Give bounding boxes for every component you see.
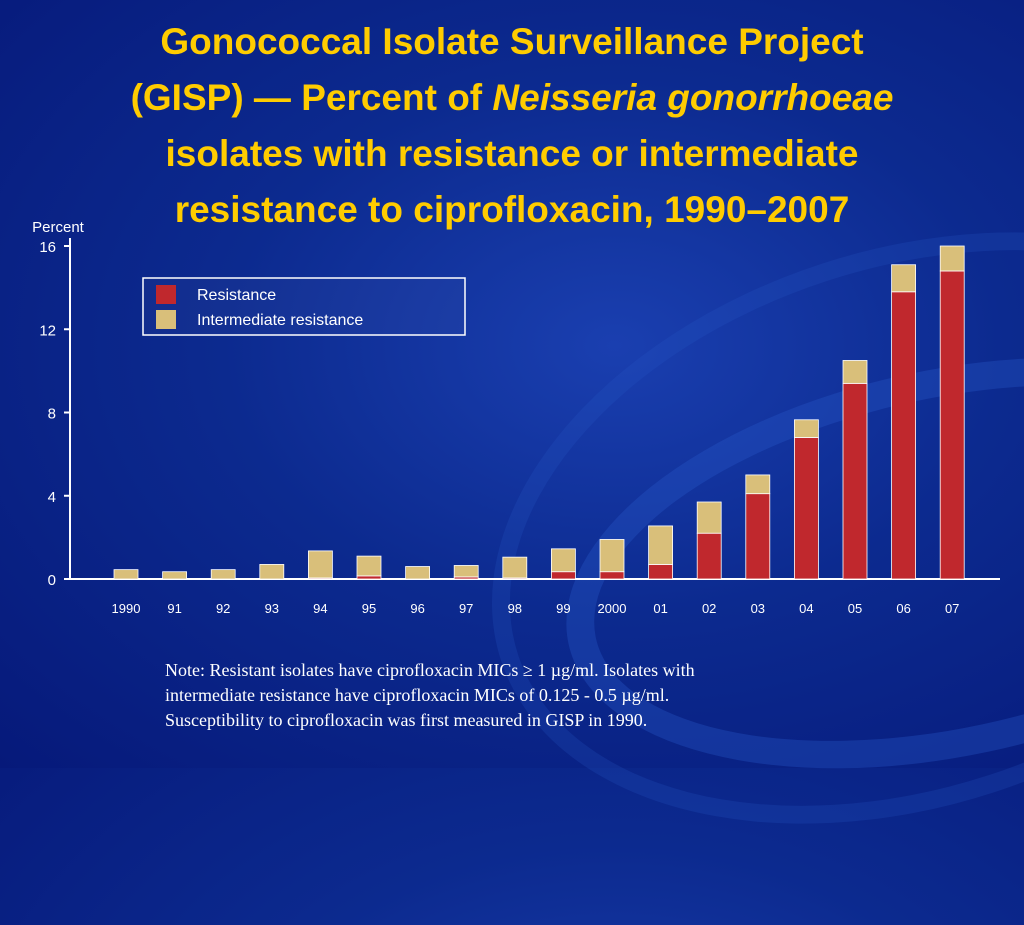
- slide-title: Gonococcal Isolate Surveillance Project …: [0, 14, 1024, 238]
- title-species-name: Neisseria gonorrhoeae: [492, 77, 894, 118]
- bar-intermediate: [307, 550, 333, 579]
- x-tick-label: 96: [410, 601, 424, 616]
- y-tick-label: 4: [48, 489, 56, 506]
- y-tick-label: 0: [48, 572, 56, 589]
- bar-resistance: [648, 564, 673, 580]
- legend-label: Intermediate resistance: [197, 312, 363, 329]
- footnote-line: intermediate resistance have ciprofloxac…: [165, 685, 670, 705]
- x-tick-label: 05: [848, 601, 862, 616]
- bar-intermediate: [891, 264, 916, 293]
- title-line: resistance to ciprofloxacin, 1990–2007: [174, 189, 850, 230]
- bar-intermediate: [794, 419, 819, 438]
- y-tick-label: 8: [48, 406, 56, 423]
- x-tick-label: 03: [751, 601, 765, 616]
- bar-intermediate: [259, 564, 285, 580]
- x-tick-label: 1990: [112, 601, 141, 616]
- footnote-line: Susceptibility to ciprofloxacin was firs…: [165, 710, 648, 730]
- bar-resistance: [794, 437, 819, 580]
- bar-intermediate: [842, 360, 868, 384]
- footnote: Note: Resistant isolates have ciprofloxa…: [165, 658, 905, 733]
- x-tick-label: 93: [265, 601, 279, 616]
- bar-resistance: [842, 382, 868, 580]
- bar-intermediate: [745, 474, 771, 495]
- x-tick-label: 97: [459, 601, 473, 616]
- bar-intermediate: [939, 245, 965, 272]
- x-tick-label: 07: [945, 601, 959, 616]
- bar-intermediate: [502, 556, 528, 579]
- bar-resistance: [356, 575, 382, 580]
- x-tick-label: 94: [313, 601, 327, 616]
- footnote-line: Note: Resistant isolates have ciprofloxa…: [165, 660, 695, 680]
- bar-resistance: [551, 571, 576, 580]
- bar-intermediate: [453, 565, 479, 578]
- legend-label: Resistance: [197, 287, 276, 304]
- bar-intermediate: [210, 569, 236, 580]
- bar-resistance: [745, 493, 771, 580]
- x-tick-label: 98: [508, 601, 522, 616]
- bar-intermediate: [405, 566, 431, 580]
- legend-swatch: [156, 310, 176, 329]
- bar-resistance: [891, 291, 916, 580]
- y-axis-label: Percent: [32, 219, 85, 236]
- bar-intermediate: [162, 571, 188, 580]
- x-tick-label: 02: [702, 601, 716, 616]
- x-tick-label: 04: [799, 601, 813, 616]
- x-tick-label: 06: [896, 601, 910, 616]
- bar-intermediate: [356, 555, 382, 577]
- title-line: isolates with resistance or intermediate: [165, 133, 859, 174]
- bar-resistance: [939, 270, 965, 580]
- bar-intermediate: [648, 525, 673, 565]
- bar-resistance: [599, 571, 625, 580]
- bar-resistance: [696, 532, 722, 580]
- legend-swatch: [156, 285, 176, 304]
- title-line: (GISP) — Percent of Neisseria gonorrhoea…: [0, 70, 1024, 126]
- x-tick-label: 91: [167, 601, 181, 616]
- y-tick-label: 16: [39, 239, 56, 256]
- x-tick-label: 99: [556, 601, 570, 616]
- title-line: Gonococcal Isolate Surveillance Project: [160, 21, 864, 62]
- title-text: (GISP) — Percent of: [130, 77, 493, 118]
- legend-box: [142, 277, 466, 336]
- x-tick-label: 95: [362, 601, 376, 616]
- y-tick-label: 12: [39, 322, 56, 339]
- bar-intermediate: [696, 501, 722, 534]
- x-tick-label: 2000: [598, 601, 627, 616]
- x-tick-label: 92: [216, 601, 230, 616]
- bar-intermediate: [551, 548, 576, 573]
- bar-intermediate: [113, 569, 139, 580]
- bar-intermediate: [599, 539, 625, 573]
- x-tick-label: 01: [653, 601, 667, 616]
